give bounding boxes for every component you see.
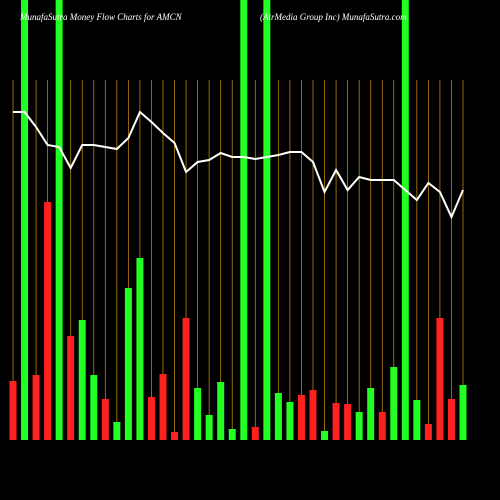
bar [171,432,179,440]
bar [459,385,467,440]
bar [436,318,444,440]
bar [136,258,144,440]
chart-subtitle: (AirMedia Group Inc) MunafaSutra.com [260,12,407,22]
bar [194,388,202,440]
bar [263,0,271,440]
chart-title: MunafaSutra Money Flow Charts for AMCN [19,12,183,22]
bar [413,400,421,440]
bar [355,412,363,440]
bar [182,318,190,440]
bar [274,393,282,440]
bar [251,427,259,440]
bar [344,404,352,440]
bar [401,0,409,440]
bar [332,403,340,440]
bar [147,397,155,440]
bar [113,422,121,440]
bar [78,320,86,440]
bar [321,431,329,440]
bar [90,375,98,440]
bar [55,0,63,440]
bar [9,381,17,440]
bar [367,388,375,440]
bar [217,382,225,440]
bar [447,399,455,440]
bar [32,375,40,440]
bar [378,412,386,440]
bar [159,374,167,440]
bar [390,367,398,440]
bar [205,415,213,440]
bar [309,390,317,440]
bar [44,202,52,440]
bars [9,0,467,440]
bar [240,0,248,440]
bar [297,395,305,440]
flow-line [13,110,464,220]
bar [124,288,132,440]
bar [424,424,432,440]
lines [13,110,464,220]
bar [21,0,29,440]
bar [286,402,294,440]
bar [67,336,75,440]
bar [101,399,109,440]
bar [228,429,236,440]
